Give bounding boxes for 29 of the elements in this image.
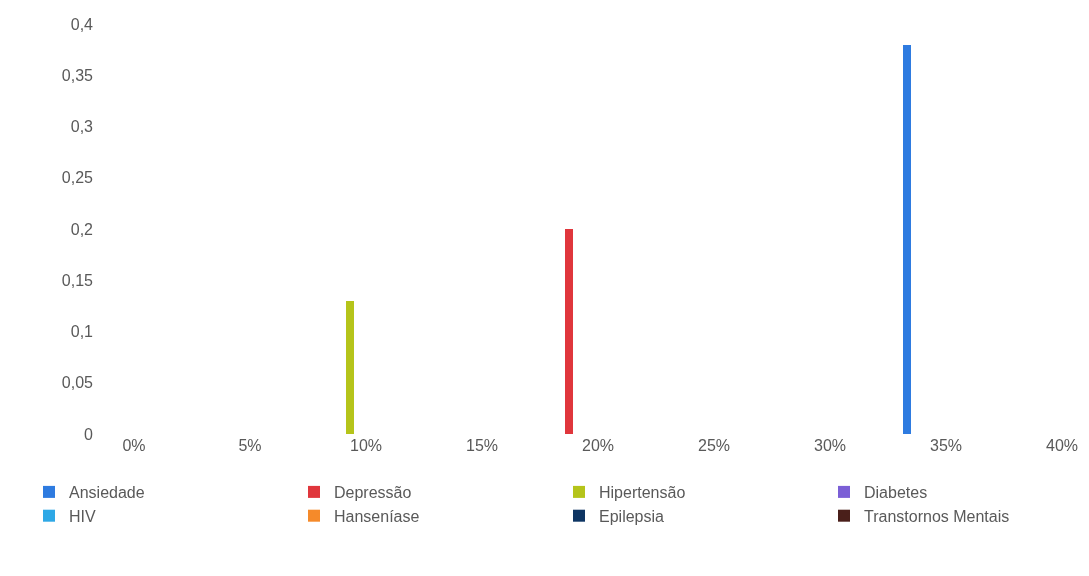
bar <box>346 301 354 434</box>
x-tick-label: 30% <box>813 437 847 454</box>
legend-label: Depressão <box>334 484 412 502</box>
legend-label: Ansiedade <box>69 484 145 502</box>
x-tick-label: 5% <box>238 437 262 454</box>
legend-label: Hanseníase <box>334 507 420 525</box>
y-tick-label: 0,2 <box>70 220 94 238</box>
legend-label: Epilepsia <box>599 507 665 525</box>
x-tick-label: 35% <box>929 437 963 454</box>
x-tick-label: 40% <box>1045 437 1079 454</box>
y-tick-label: 0,3 <box>70 118 94 136</box>
y-tick-label: 0,1 <box>70 323 94 341</box>
y-tick-label: 0,15 <box>61 271 94 289</box>
bar <box>903 45 911 434</box>
x-tick-label: 15% <box>465 437 499 454</box>
y-tick-label: 0,05 <box>61 374 94 392</box>
x-tick-label: 20% <box>581 437 615 454</box>
y-tick-label: 0 <box>84 425 94 443</box>
legend-label: Transtornos Mentais <box>864 507 1010 525</box>
y-tick-label: 0,4 <box>70 15 94 33</box>
legend-label: HIV <box>69 507 96 525</box>
bar <box>565 229 573 434</box>
x-tick-label: 0% <box>122 437 146 454</box>
y-tick-label: 0,25 <box>61 169 94 187</box>
legend-label: Diabetes <box>864 484 928 502</box>
x-tick-label: 25% <box>697 437 731 454</box>
legend-label: Hipertensão <box>599 484 686 502</box>
y-tick-label: 0,35 <box>61 66 94 84</box>
x-tick-label: 10% <box>349 437 383 454</box>
